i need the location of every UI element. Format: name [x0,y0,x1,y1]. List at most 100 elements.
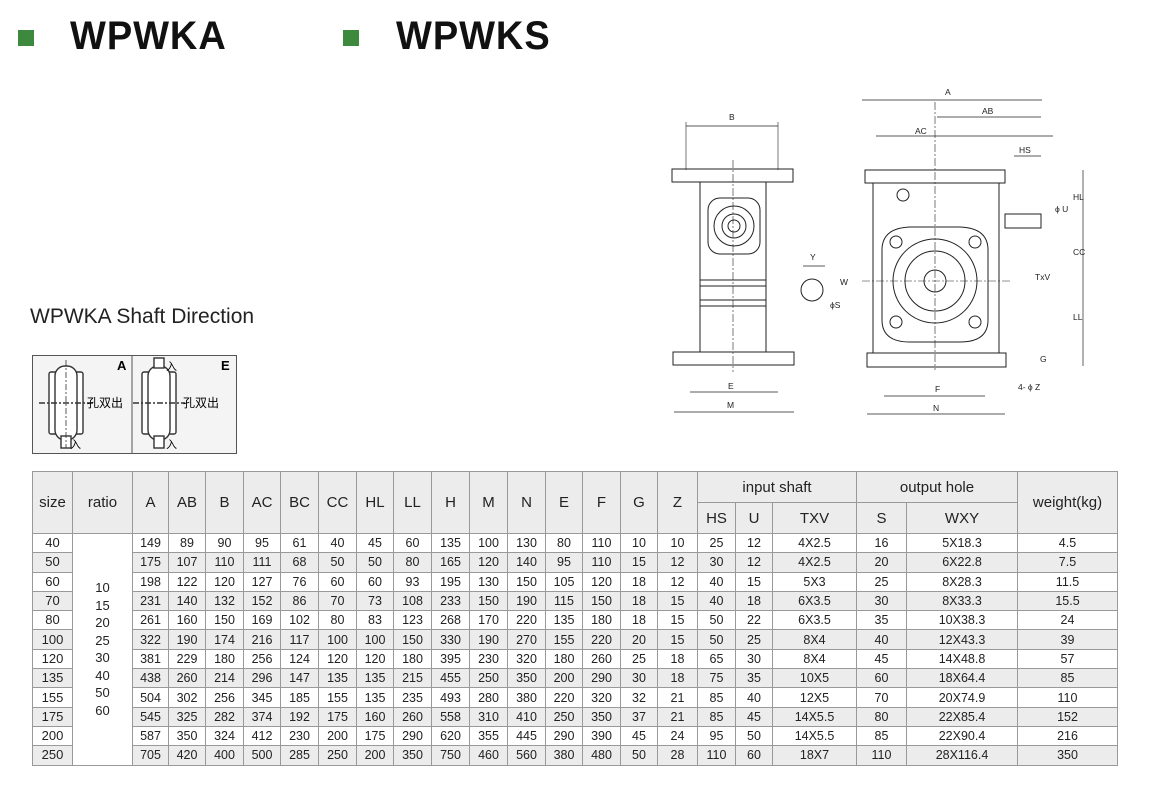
table-cell: 250 [545,706,583,727]
table-cell: 30 [856,590,907,612]
table-cell: 290 [545,725,583,747]
table-cell: 18 [657,668,698,689]
table-cell: 35 [856,610,907,631]
ratio-value: 15 [95,597,110,613]
table-cell: 229 [168,648,206,670]
table-cell: 102 [280,610,319,631]
table-cell: 45 [856,648,907,670]
table-cell: 705 [132,745,169,766]
table-cell: 120 [32,648,73,670]
table-cell: 89 [168,532,206,554]
table-row: 60 198 122 120 127 76 60 60 93 195 130 150 105 120 18 1… [32,571,1118,592]
col-header: AC [243,471,281,534]
table-cell: 110 [582,532,621,554]
table-cell: 18 [620,610,658,631]
table-cell: 110 [856,745,907,766]
table-cell: 24 [1017,610,1118,631]
col-header: S [856,502,907,534]
table-cell: 60 [356,571,394,592]
table-cell: 30 [697,552,736,573]
keyway-detail [800,265,825,302]
table-cell: 560 [507,745,546,766]
dim-label-m: M [727,400,734,410]
table-cell: 108 [393,590,432,612]
table-cell: 350 [168,725,206,747]
table-cell: 37 [620,706,658,727]
table-cell: 545 [132,706,169,727]
panel-input-top-e: 入 [166,361,177,373]
table-cell: 322 [132,629,169,650]
table-cell: 438 [132,668,169,689]
table-cell: 350 [582,706,621,727]
table-cell: 140 [168,590,206,612]
table-cell: 174 [205,629,244,650]
table-cell: 100 [469,532,508,554]
table-cell: 355 [469,725,508,747]
table-cell: 135 [32,668,73,689]
table-cell: 12 [735,552,773,573]
table-cell: 122 [168,571,206,592]
table-cell: 6X3.5 [772,590,857,612]
table-cell: 8X28.3 [906,571,1018,592]
table-cell: 8X33.3 [906,590,1018,612]
table-row: 250 705 420 400 500 285 250 200 350 750 460 560 380 4… [32,745,1118,766]
col-header: A [132,471,169,534]
table-cell: 100 [356,629,394,650]
table-cell: 8X4 [772,648,857,670]
table-cell: 135 [545,610,583,631]
group-header-input-shaft: input shaft [697,471,857,503]
col-header: G [620,471,658,534]
table-cell: 105 [545,571,583,592]
table-cell: 200 [545,668,583,689]
dim-label-b: B [729,112,735,122]
table-cell: 70 [32,590,73,612]
table-cell: 127 [243,571,281,592]
table-cell: 192 [280,706,319,727]
dim-label-w: W [840,277,848,287]
col-header: H [431,471,470,534]
table-cell: 12X5 [772,687,857,708]
table-cell: 40 [318,532,357,554]
table-cell: 410 [507,706,546,727]
table-cell: 180 [393,648,432,670]
table-cell: 381 [132,648,169,670]
table-cell: 198 [132,571,169,592]
table-cell: 150 [205,610,244,631]
table-cell: 25 [856,571,907,592]
table-cell: 180 [545,648,583,670]
table-cell: 86 [280,590,319,612]
col-header: M [469,471,508,534]
col-header: BC [280,471,319,534]
table-cell: 120 [469,552,508,573]
table-cell: 80 [318,610,357,631]
table-cell: 8X4 [772,629,857,650]
table-row: 120 381 229 180 256 124 120 120 180 395 230 320 180 2… [32,648,1118,670]
table-cell: 180 [582,610,621,631]
model-title-wpwka: WPWKA [70,14,227,58]
table-cell: 170 [469,610,508,631]
table-cell: 124 [280,648,319,670]
table-cell: 160 [168,610,206,631]
table-cell: 65 [697,648,736,670]
dim-label-f: F [935,384,940,394]
table-cell: 12 [657,552,698,573]
table-cell: 60 [856,668,907,689]
col-header: Z [657,471,698,534]
table-cell: 374 [243,706,281,727]
table-cell: 11.5 [1017,571,1118,592]
front-view [862,99,1084,415]
table-cell: 380 [507,687,546,708]
table-row: 175 545 325 282 374 192 175 160 260 558 310 410 250 3… [32,706,1118,727]
table-cell: 190 [168,629,206,650]
dim-label-ac: AC [915,126,927,136]
dim-label-g: G [1040,354,1047,364]
table-cell: 6X3.5 [772,610,857,631]
table-cell: 175 [32,706,73,727]
table-cell: 95 [545,552,583,573]
table-cell: 40 [856,629,907,650]
dim-label-e: E [728,381,734,391]
table-cell: 80 [545,532,583,554]
table-cell: 155 [32,687,73,708]
table-cell: 310 [469,706,508,727]
